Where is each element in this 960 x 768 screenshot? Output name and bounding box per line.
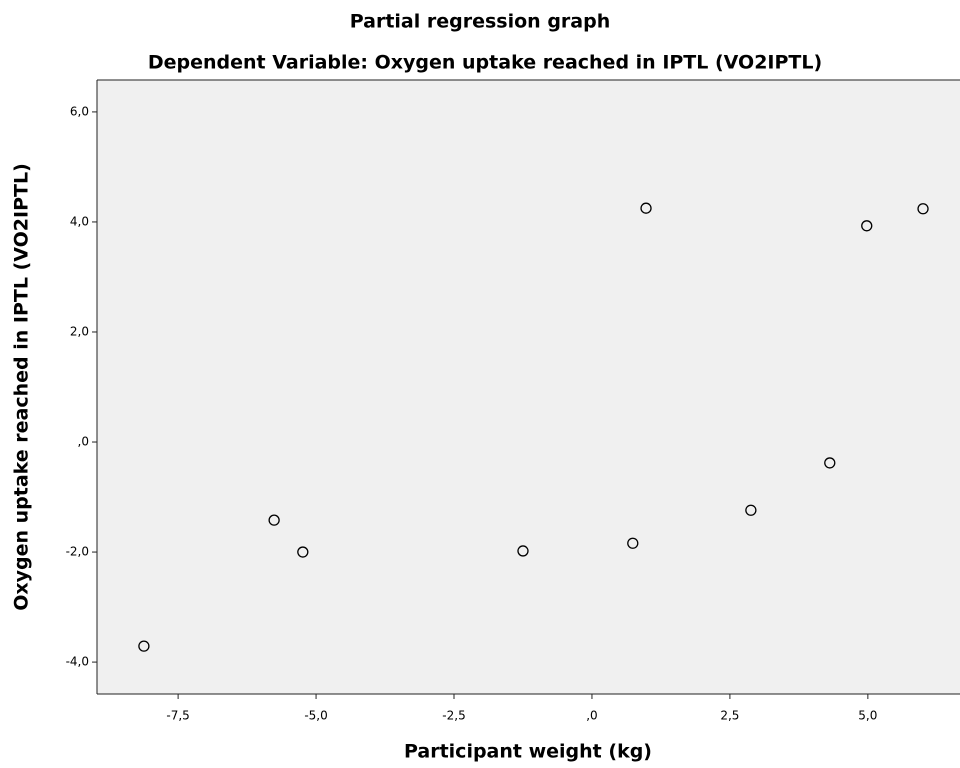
chart-title: Partial regression graph <box>350 11 611 33</box>
point <box>517 545 529 557</box>
x-axis-label: Participant weight (kg) <box>404 741 652 763</box>
point <box>138 640 150 652</box>
x-tick-label: -2,5 <box>442 709 465 723</box>
x-tick-label: -7,5 <box>166 709 189 723</box>
y-tick-label: 4,0 <box>70 214 89 228</box>
plot-area <box>97 80 960 694</box>
y-tick-label: 6,0 <box>70 104 89 118</box>
chart-subtitle: Dependent Variable: Oxygen uptake reache… <box>148 52 822 74</box>
y-axis-label: Oxygen uptake reached in IPTL (VO2IPTL) <box>11 163 33 611</box>
point <box>627 537 639 549</box>
y-tick-label: 2,0 <box>70 324 89 338</box>
y-tick-label: -2,0 <box>66 545 89 559</box>
x-tick-label: 2,5 <box>720 709 739 723</box>
point <box>268 514 280 526</box>
x-tick-label: 5,0 <box>858 709 877 723</box>
y-tick-label: -4,0 <box>66 655 89 669</box>
point <box>861 220 873 232</box>
point <box>745 504 757 516</box>
x-tick-label: ,0 <box>586 709 597 723</box>
x-tick-label: -5,0 <box>304 709 327 723</box>
point <box>917 203 929 215</box>
point <box>824 457 836 469</box>
y-tick-label: ,0 <box>78 435 89 449</box>
point <box>640 202 652 214</box>
point <box>297 546 309 558</box>
